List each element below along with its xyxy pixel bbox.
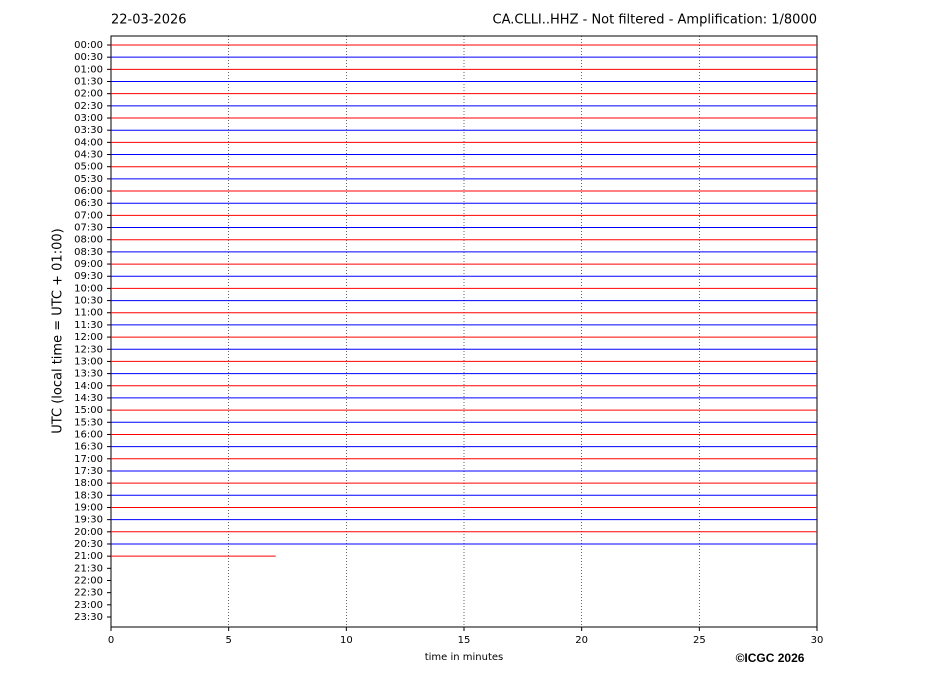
y-tick-label: 06:00 xyxy=(74,186,103,197)
y-tick-label: 09:30 xyxy=(74,271,103,282)
x-tick-label: 30 xyxy=(811,635,824,646)
x-tick-label: 15 xyxy=(458,635,471,646)
y-tick-label: 03:00 xyxy=(74,113,103,124)
credit: ©ICGC 2026 xyxy=(736,651,805,665)
x-axis-label: time in minutes xyxy=(425,652,504,663)
y-tick-label: 09:00 xyxy=(74,259,103,270)
y-tick-label: 04:30 xyxy=(74,150,103,161)
chart-title: CA.CLLI..HHZ - Not filtered - Amplificat… xyxy=(493,13,818,28)
y-tick-label: 20:00 xyxy=(74,527,103,538)
y-tick-label: 07:30 xyxy=(74,223,103,234)
y-tick-label: 05:30 xyxy=(74,174,103,185)
y-tick-label: 01:30 xyxy=(74,77,103,88)
x-tick-label: 0 xyxy=(108,635,114,646)
y-tick-label: 06:30 xyxy=(74,198,103,209)
y-tick-label: 18:30 xyxy=(74,490,103,501)
y-tick-label: 14:30 xyxy=(74,393,103,404)
y-tick-label: 01:00 xyxy=(74,64,103,75)
y-tick-label: 02:00 xyxy=(74,89,103,100)
y-tick-label: 10:00 xyxy=(74,283,103,294)
y-tick-label: 20:30 xyxy=(74,539,103,550)
y-tick-label: 02:30 xyxy=(74,101,103,112)
y-tick-label: 15:00 xyxy=(74,405,103,416)
y-tick-label: 04:00 xyxy=(74,137,103,148)
y-tick-label: 12:00 xyxy=(74,332,103,343)
y-tick-label: 08:30 xyxy=(74,247,103,258)
y-tick-label: 12:30 xyxy=(74,344,103,355)
y-tick-label: 16:30 xyxy=(74,442,103,453)
y-tick-label: 18:00 xyxy=(74,478,103,489)
x-tick-label: 10 xyxy=(340,635,353,646)
y-tick-label: 13:30 xyxy=(74,369,103,380)
y-tick-label: 21:00 xyxy=(74,551,103,562)
y-tick-label: 17:30 xyxy=(74,466,103,477)
x-tick-label: 25 xyxy=(693,635,706,646)
y-tick-label: 08:00 xyxy=(74,235,103,246)
y-tick-label: 03:30 xyxy=(74,125,103,136)
y-tick-label: 19:00 xyxy=(74,502,103,513)
x-tick-label: 20 xyxy=(575,635,588,646)
y-tick-label: 19:30 xyxy=(74,515,103,526)
y-tick-label: 07:00 xyxy=(74,210,103,221)
y-tick-label: 23:00 xyxy=(74,600,103,611)
y-tick-label: 21:30 xyxy=(74,563,103,574)
y-tick-label: 22:30 xyxy=(74,588,103,599)
y-tick-label: 14:00 xyxy=(74,381,103,392)
y-tick-label: 23:30 xyxy=(74,612,103,623)
plot-frame xyxy=(110,35,818,628)
date: 22-03-2026 xyxy=(111,13,187,28)
y-tick-label: 11:00 xyxy=(74,308,103,319)
y-tick-label: 16:00 xyxy=(74,429,103,440)
y-tick-label: 05:00 xyxy=(74,162,103,173)
y-tick-label: 10:30 xyxy=(74,296,103,307)
x-tick-label: 5 xyxy=(225,635,231,646)
y-tick-label: 13:00 xyxy=(74,356,103,367)
y-tick-label: 00:00 xyxy=(74,40,103,51)
y-tick-label: 22:00 xyxy=(74,575,103,586)
y-tick-label: 17:00 xyxy=(74,454,103,465)
y-tick-label: 00:30 xyxy=(74,52,103,63)
y-tick-label: 15:30 xyxy=(74,417,103,428)
y-axis-label: UTC (local time = UTC + 01:00) xyxy=(51,228,66,433)
y-tick-label: 11:30 xyxy=(74,320,103,331)
